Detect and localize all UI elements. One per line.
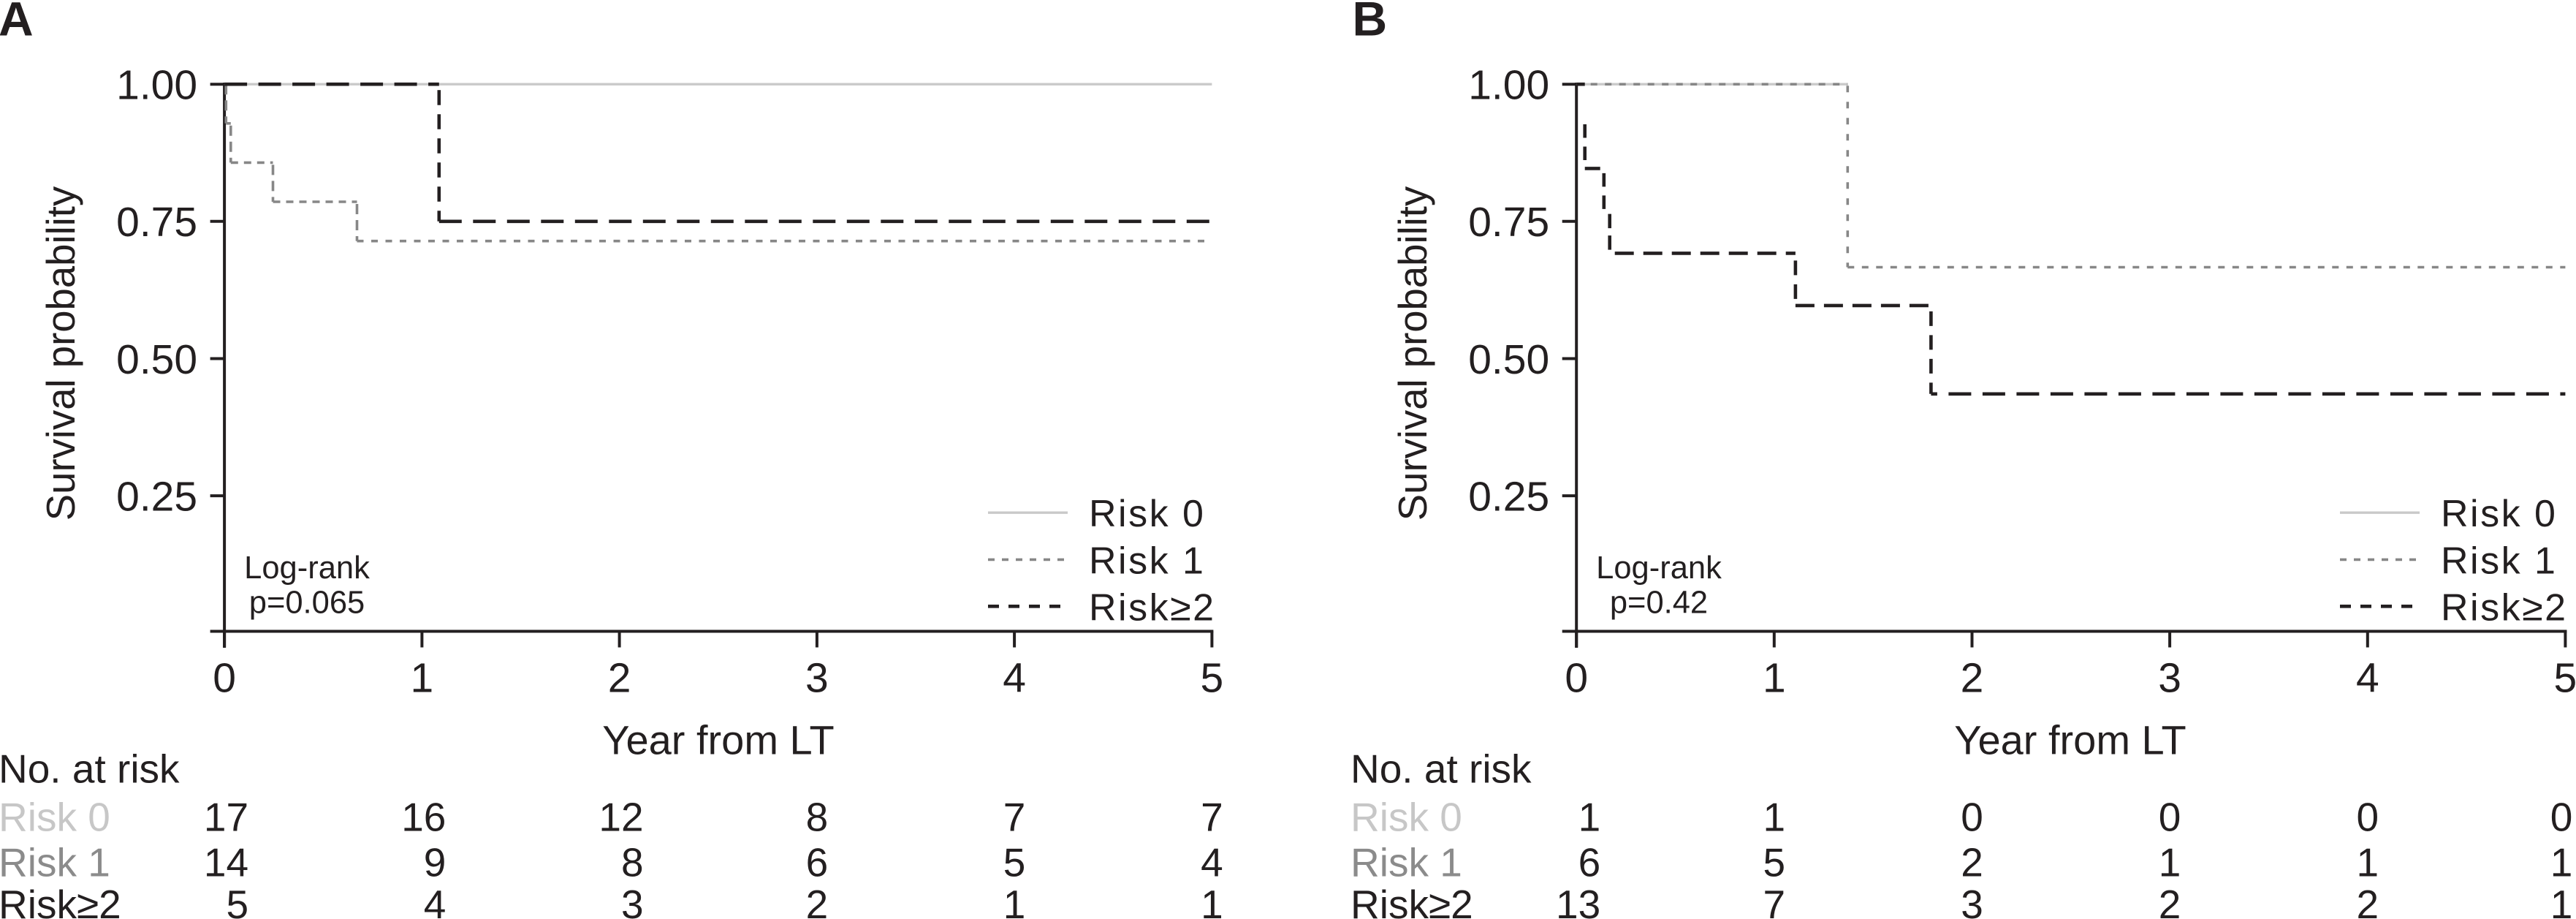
svg-text:2: 2 (2357, 882, 2379, 919)
svg-text:No. at risk: No. at risk (0, 746, 180, 791)
svg-text:0.50: 0.50 (1468, 336, 1549, 383)
svg-text:3: 3 (621, 882, 644, 919)
svg-text:1.00: 1.00 (1468, 62, 1549, 109)
svg-text:Risk≥2: Risk≥2 (1089, 586, 1216, 629)
svg-text:3: 3 (1961, 882, 1983, 919)
svg-text:Log-rank: Log-rank (1596, 551, 1722, 586)
svg-text:Risk 1: Risk 1 (1089, 540, 1205, 582)
svg-text:12: 12 (599, 794, 643, 839)
svg-text:4: 4 (1003, 654, 1026, 701)
svg-text:5: 5 (1201, 654, 1224, 701)
svg-text:1: 1 (1003, 882, 1026, 919)
svg-text:Year from LT: Year from LT (1954, 717, 2186, 763)
svg-text:B: B (1353, 0, 1388, 46)
svg-text:Risk 1: Risk 1 (0, 839, 110, 885)
svg-text:8: 8 (806, 794, 829, 839)
svg-text:1: 1 (411, 654, 434, 701)
svg-text:5: 5 (1003, 839, 1026, 885)
svg-text:0.25: 0.25 (116, 474, 197, 521)
svg-text:7: 7 (1003, 794, 1026, 839)
svg-text:0: 0 (1565, 654, 1588, 701)
svg-text:5: 5 (227, 882, 249, 919)
svg-text:Risk 0: Risk 0 (1350, 794, 1462, 839)
svg-text:2: 2 (1961, 839, 1983, 885)
svg-text:4: 4 (1201, 839, 1223, 885)
svg-text:1: 1 (2550, 839, 2573, 885)
svg-text:2: 2 (1961, 654, 1984, 701)
svg-text:7: 7 (1763, 882, 1786, 919)
svg-text:0.75: 0.75 (116, 199, 197, 246)
svg-text:1: 1 (1763, 794, 1786, 839)
svg-text:No. at risk: No. at risk (1350, 746, 1532, 791)
svg-text:4: 4 (2356, 654, 2379, 701)
svg-text:p=0.42: p=0.42 (1610, 586, 1708, 621)
svg-text:A: A (0, 0, 34, 46)
svg-text:5: 5 (2554, 654, 2576, 701)
svg-text:4: 4 (424, 882, 447, 919)
svg-text:0.25: 0.25 (1468, 474, 1549, 521)
svg-text:6: 6 (1578, 839, 1601, 885)
svg-text:2: 2 (806, 882, 829, 919)
svg-text:0.50: 0.50 (116, 336, 197, 383)
svg-text:Risk 0: Risk 0 (2441, 493, 2557, 535)
svg-text:Log-rank: Log-rank (244, 551, 370, 586)
svg-text:0.75: 0.75 (1468, 199, 1549, 246)
svg-text:6: 6 (806, 839, 829, 885)
svg-text:0: 0 (213, 654, 236, 701)
svg-text:Risk 0: Risk 0 (0, 794, 110, 839)
svg-text:Survival probability: Survival probability (39, 186, 83, 521)
svg-text:3: 3 (2158, 654, 2181, 701)
svg-text:1: 1 (2357, 839, 2379, 885)
svg-text:p=0.065: p=0.065 (249, 586, 365, 621)
svg-text:17: 17 (204, 794, 248, 839)
svg-text:7: 7 (1201, 794, 1223, 839)
svg-text:1: 1 (1201, 882, 1223, 919)
svg-text:3: 3 (805, 654, 829, 701)
svg-text:1: 1 (1763, 654, 1786, 701)
svg-text:0: 0 (2550, 794, 2573, 839)
svg-text:0: 0 (2357, 794, 2379, 839)
svg-text:Risk≥2: Risk≥2 (2441, 586, 2568, 629)
svg-text:Risk 0: Risk 0 (1089, 493, 1205, 535)
svg-text:2: 2 (608, 654, 631, 701)
svg-text:Risk≥2: Risk≥2 (1350, 882, 1473, 919)
svg-text:1: 1 (2550, 882, 2573, 919)
svg-text:13: 13 (1556, 882, 1600, 919)
svg-text:14: 14 (204, 839, 248, 885)
svg-text:8: 8 (621, 839, 644, 885)
svg-text:Risk 1: Risk 1 (1350, 839, 1462, 885)
svg-text:5: 5 (1763, 839, 1786, 885)
svg-text:9: 9 (424, 839, 447, 885)
svg-text:0: 0 (2159, 794, 2181, 839)
svg-text:Year from LT: Year from LT (602, 717, 834, 763)
svg-text:1: 1 (1578, 794, 1601, 839)
svg-text:1: 1 (2159, 839, 2181, 885)
svg-text:0: 0 (1961, 794, 1983, 839)
svg-text:Survival probability: Survival probability (1391, 186, 1435, 521)
svg-text:16: 16 (401, 794, 446, 839)
svg-text:2: 2 (2159, 882, 2181, 919)
svg-text:1.00: 1.00 (116, 62, 197, 109)
svg-text:Risk≥2: Risk≥2 (0, 882, 121, 919)
svg-text:Risk 1: Risk 1 (2441, 540, 2557, 582)
